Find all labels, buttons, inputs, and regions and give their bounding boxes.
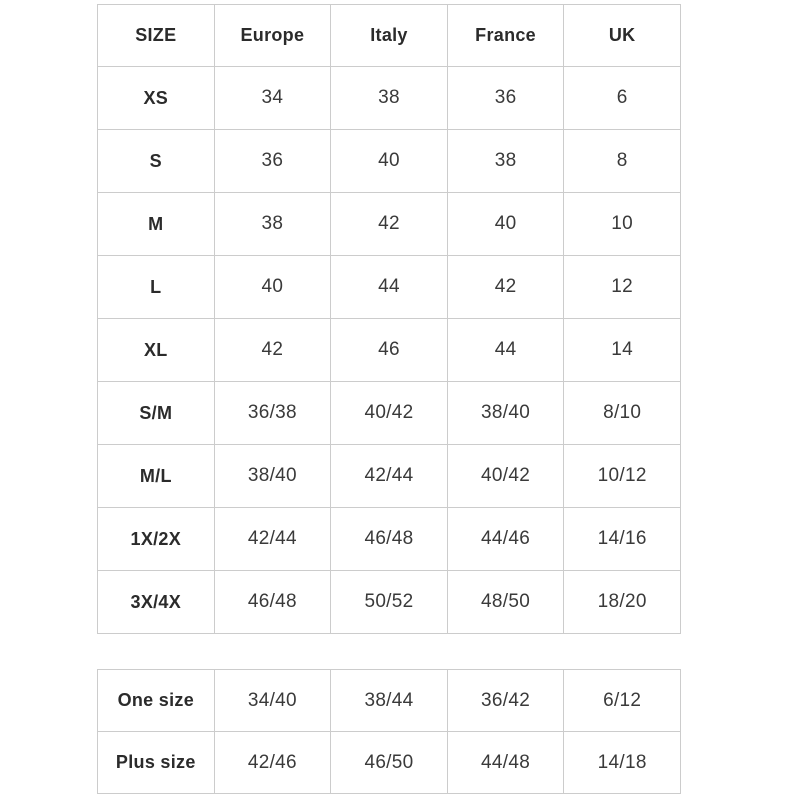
italy-value: 50/52 <box>330 570 448 634</box>
column-header-size: SIZE <box>97 4 215 67</box>
size-label: L <box>97 255 215 319</box>
france-value: 44/46 <box>446 507 565 571</box>
italy-value: 46 <box>330 318 448 382</box>
size-label: Plus size <box>97 731 215 794</box>
size-label: M <box>97 192 215 256</box>
uk-value: 18/20 <box>563 570 681 634</box>
uk-value: 10 <box>563 192 681 256</box>
europe-value: 42 <box>213 318 332 382</box>
table-row-m: M 38 42 40 10 <box>97 192 681 256</box>
uk-value: 10/12 <box>563 444 681 508</box>
size-label: 3X/4X <box>97 570 215 634</box>
size-label: S <box>97 129 215 193</box>
italy-value: 38/44 <box>330 669 448 732</box>
size-label: XL <box>97 318 215 382</box>
size-label: M/L <box>97 444 215 508</box>
table-row-1x-2x: 1X/2X 42/44 46/48 44/46 14/16 <box>97 507 681 571</box>
table-row-s: S 36 40 38 8 <box>97 129 681 193</box>
uk-value: 8/10 <box>563 381 681 445</box>
france-value: 38/40 <box>446 381 565 445</box>
uk-value: 12 <box>563 255 681 319</box>
europe-value: 38/40 <box>213 444 332 508</box>
table-row-l: L 40 44 42 12 <box>97 255 681 319</box>
france-value: 40/42 <box>446 444 565 508</box>
column-header-uk: UK <box>563 4 681 67</box>
size-label: 1X/2X <box>97 507 215 571</box>
table-row-xl: XL 42 46 44 14 <box>97 318 681 382</box>
italy-value: 46/48 <box>330 507 448 571</box>
special-sizes-table: One size 34/40 38/44 36/42 6/12 Plus siz… <box>97 669 681 794</box>
italy-value: 40 <box>330 129 448 193</box>
europe-value: 46/48 <box>213 570 332 634</box>
uk-value: 14/18 <box>563 731 681 794</box>
italy-value: 38 <box>330 66 448 130</box>
table-row-plus-size: Plus size 42/46 46/50 44/48 14/18 <box>97 731 681 794</box>
uk-value: 14 <box>563 318 681 382</box>
column-header-france: France <box>446 4 565 67</box>
france-value: 36 <box>446 66 565 130</box>
france-value: 40 <box>446 192 565 256</box>
europe-value: 36/38 <box>213 381 332 445</box>
table-row-xs: XS 34 38 36 6 <box>97 66 681 130</box>
table-row-s-m: S/M 36/38 40/42 38/40 8/10 <box>97 381 681 445</box>
europe-value: 36 <box>213 129 332 193</box>
column-header-europe: Europe <box>213 4 332 67</box>
size-conversion-table: SIZE Europe Italy France UK XS 34 38 36 … <box>97 4 681 634</box>
uk-value: 6 <box>563 66 681 130</box>
uk-value: 6/12 <box>563 669 681 732</box>
italy-value: 40/42 <box>330 381 448 445</box>
europe-value: 34 <box>213 66 332 130</box>
table-row-m-l: M/L 38/40 42/44 40/42 10/12 <box>97 444 681 508</box>
italy-value: 46/50 <box>330 731 448 794</box>
europe-value: 38 <box>213 192 332 256</box>
europe-value: 34/40 <box>213 669 332 732</box>
uk-value: 8 <box>563 129 681 193</box>
italy-value: 42 <box>330 192 448 256</box>
france-value: 42 <box>446 255 565 319</box>
column-header-italy: Italy <box>330 4 448 67</box>
table-row-one-size: One size 34/40 38/44 36/42 6/12 <box>97 669 681 732</box>
france-value: 38 <box>446 129 565 193</box>
italy-value: 42/44 <box>330 444 448 508</box>
france-value: 44/48 <box>446 731 565 794</box>
size-label: XS <box>97 66 215 130</box>
table-row-3x-4x: 3X/4X 46/48 50/52 48/50 18/20 <box>97 570 681 634</box>
europe-value: 42/46 <box>213 731 332 794</box>
italy-value: 44 <box>330 255 448 319</box>
uk-value: 14/16 <box>563 507 681 571</box>
europe-value: 42/44 <box>213 507 332 571</box>
size-label: S/M <box>97 381 215 445</box>
france-value: 48/50 <box>446 570 565 634</box>
france-value: 44 <box>446 318 565 382</box>
size-label: One size <box>97 669 215 732</box>
france-value: 36/42 <box>446 669 565 732</box>
europe-value: 40 <box>213 255 332 319</box>
table-header-row: SIZE Europe Italy France UK <box>97 4 681 67</box>
